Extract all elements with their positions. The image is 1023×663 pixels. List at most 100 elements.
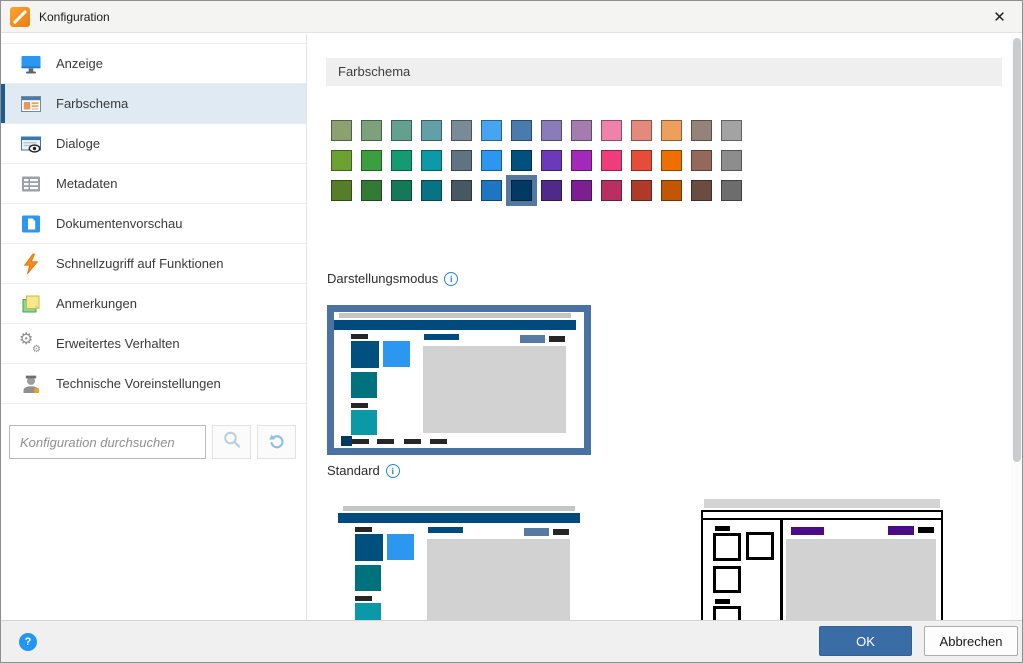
color-swatch-2-8[interactable] xyxy=(541,150,562,171)
scrollbar-thumb[interactable] xyxy=(1013,38,1021,462)
color-swatch-1-3[interactable] xyxy=(391,120,412,141)
dialog-eye-icon xyxy=(19,132,43,156)
preview-high-contrast[interactable] xyxy=(701,499,943,620)
color-swatch-3-9[interactable] xyxy=(571,180,592,201)
display-mode-text: Darstellungsmodus xyxy=(327,271,439,286)
sidebar-item-label: Schnellzugriff auf Funktionen xyxy=(56,256,224,271)
sidebar-item-schnellzugriff-auf-funktionen[interactable]: Schnellzugriff auf Funktionen xyxy=(1,244,306,284)
color-swatch-1-1[interactable] xyxy=(331,120,352,141)
color-swatch-3-13[interactable] xyxy=(691,180,712,201)
preview-part xyxy=(941,520,943,620)
info-icon[interactable]: i xyxy=(444,271,459,286)
color-swatch-3-3[interactable] xyxy=(391,180,412,201)
preview-part xyxy=(786,539,936,620)
color-swatch-3-7[interactable] xyxy=(511,180,532,201)
color-swatch-2-12[interactable] xyxy=(661,150,682,171)
color-swatch-1-2[interactable] xyxy=(361,120,382,141)
sidebar-item-label: Technische Voreinstellungen xyxy=(56,376,221,391)
color-swatch-3-1[interactable] xyxy=(331,180,352,201)
preview-part xyxy=(351,410,377,435)
color-swatch-3-12[interactable] xyxy=(661,180,682,201)
sidebar-item-anmerkungen[interactable]: Anmerkungen xyxy=(1,284,306,324)
close-icon[interactable]: ✕ xyxy=(993,9,1006,26)
color-swatch-2-11[interactable] xyxy=(631,150,652,171)
sidebar-item-label: Erweitertes Verhalten xyxy=(56,336,180,351)
sidebar-item-technische-voreinstellungen[interactable]: Technische Voreinstellungen xyxy=(1,364,306,404)
monitor-icon xyxy=(19,52,43,76)
color-swatch-1-13[interactable] xyxy=(691,120,712,141)
preview-part xyxy=(553,529,569,535)
scrollbar[interactable] xyxy=(1011,34,1022,620)
color-swatch-1-9[interactable] xyxy=(571,120,592,141)
app-logo-icon xyxy=(10,6,30,27)
preview-part xyxy=(377,439,394,444)
technician-icon xyxy=(19,372,43,396)
sidebar-item-anzeige[interactable]: Anzeige xyxy=(1,44,306,84)
metadata-table-icon xyxy=(19,172,43,196)
preview-part xyxy=(351,403,368,408)
search-icon xyxy=(221,429,243,456)
color-swatch-2-14[interactable] xyxy=(721,150,742,171)
color-swatch-2-3[interactable] xyxy=(391,150,412,171)
window-title: Konfiguration xyxy=(39,9,110,24)
preview-part xyxy=(427,539,570,620)
sidebar-item-metadaten[interactable]: Metadaten xyxy=(1,164,306,204)
preview-part xyxy=(352,439,369,444)
search-input[interactable] xyxy=(9,425,206,459)
color-swatch-1-12[interactable] xyxy=(661,120,682,141)
color-swatch-3-14[interactable] xyxy=(721,180,742,201)
footer-bar: ? OK Abbrechen xyxy=(1,620,1022,662)
color-swatch-3-2[interactable] xyxy=(361,180,382,201)
info-icon[interactable]: i xyxy=(385,463,400,478)
color-swatch-1-7[interactable] xyxy=(511,120,532,141)
sidebar-item-farbschema[interactable]: Farbschema xyxy=(1,84,306,124)
preview-part xyxy=(338,513,580,523)
sidebar-item-dokumentenvorschau[interactable]: Dokumentenvorschau xyxy=(1,204,306,244)
color-swatch-3-6[interactable] xyxy=(481,180,502,201)
preview-part xyxy=(355,596,372,601)
preview-part xyxy=(351,334,368,339)
color-swatch-1-6[interactable] xyxy=(481,120,502,141)
preview-part xyxy=(343,506,575,511)
color-swatch-2-1[interactable] xyxy=(331,150,352,171)
sidebar-item-label: Farbschema xyxy=(56,96,129,111)
reset-search-button[interactable] xyxy=(257,425,296,459)
color-swatch-1-14[interactable] xyxy=(721,120,742,141)
ok-button[interactable]: OK xyxy=(819,626,912,656)
color-swatch-3-5[interactable] xyxy=(451,180,472,201)
preview-variant-standard[interactable] xyxy=(338,505,580,620)
color-swatch-1-5[interactable] xyxy=(451,120,472,141)
color-scheme-window-icon xyxy=(19,92,43,116)
color-swatch-2-7[interactable] xyxy=(511,150,532,171)
color-swatch-3-8[interactable] xyxy=(541,180,562,201)
lightning-icon xyxy=(19,252,43,276)
preview-contrast-mock xyxy=(701,499,943,620)
color-swatch-2-2[interactable] xyxy=(361,150,382,171)
color-swatch-1-8[interactable] xyxy=(541,120,562,141)
color-swatch-2-10[interactable] xyxy=(601,150,622,171)
color-swatch-2-13[interactable] xyxy=(691,150,712,171)
color-swatch-1-4[interactable] xyxy=(421,120,442,141)
preview-part xyxy=(713,566,741,593)
color-swatch-2-9[interactable] xyxy=(571,150,592,171)
color-swatch-2-5[interactable] xyxy=(451,150,472,171)
color-swatch-3-4[interactable] xyxy=(421,180,442,201)
search-button[interactable] xyxy=(212,425,251,459)
preview-standard[interactable] xyxy=(327,305,591,455)
preview-part xyxy=(918,527,934,533)
sidebar-item-erweitertes-verhalten[interactable]: ⚙ ⚙ Erweitertes Verhalten xyxy=(1,324,306,364)
preview-part xyxy=(704,499,940,508)
preview-part xyxy=(423,346,566,433)
color-swatch-3-10[interactable] xyxy=(601,180,622,201)
cancel-button[interactable]: Abbrechen xyxy=(924,626,1018,656)
sidebar-item-dialoge[interactable]: Dialoge xyxy=(1,124,306,164)
color-swatch-1-10[interactable] xyxy=(601,120,622,141)
preview-part xyxy=(701,510,943,520)
color-swatch-2-6[interactable] xyxy=(481,150,502,171)
color-swatch-3-11[interactable] xyxy=(631,180,652,201)
color-swatch-1-11[interactable] xyxy=(631,120,652,141)
color-swatch-2-4[interactable] xyxy=(421,150,442,171)
section-header: Farbschema xyxy=(326,58,1002,86)
sidebar-item-label: Metadaten xyxy=(56,176,118,191)
help-icon[interactable]: ? xyxy=(19,633,37,651)
